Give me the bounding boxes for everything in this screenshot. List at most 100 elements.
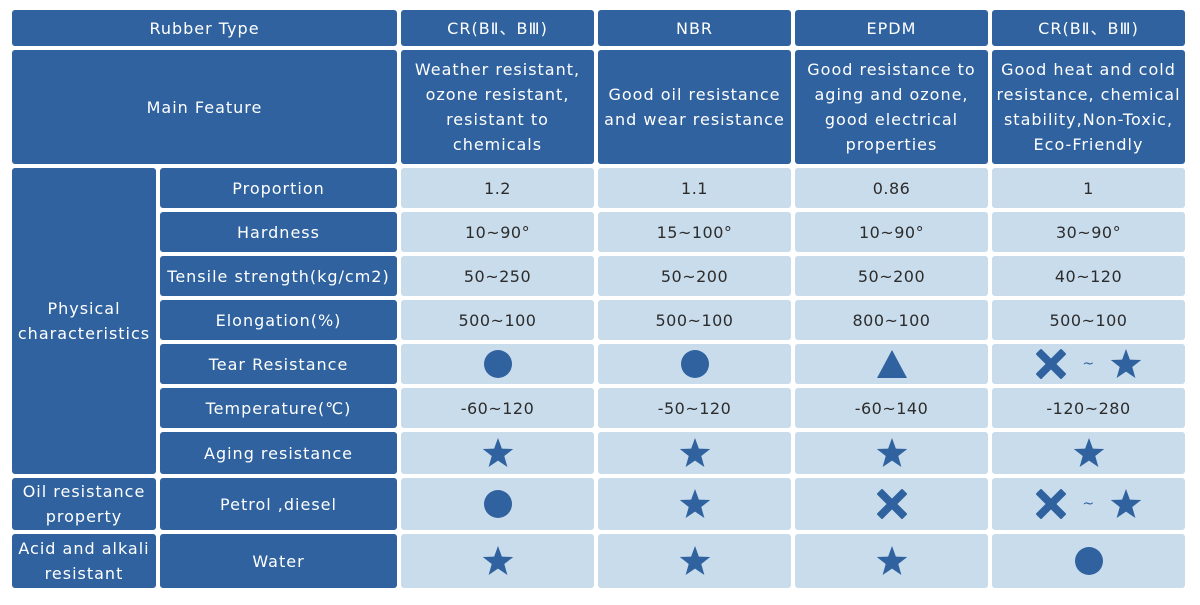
table-cell: 800~100 — [795, 300, 988, 340]
star-icon — [876, 546, 907, 575]
main-feature-epdm: Good resistance to aging and ozone, good… — [795, 50, 988, 164]
table-cell: 0.86 — [795, 168, 988, 208]
table-cell: 40~120 — [992, 256, 1185, 296]
row-label-aging-resistance: Aging resistance — [160, 432, 397, 474]
symbol-slot — [481, 544, 515, 578]
triangle-icon — [876, 350, 907, 378]
table-cell: ~ — [992, 344, 1185, 384]
table-cell: -50~120 — [598, 388, 791, 428]
table-cell — [795, 344, 988, 384]
cell-value: 10~90° — [464, 222, 531, 242]
table-cell — [795, 534, 988, 588]
row-label: Petrol ,diesel — [220, 494, 337, 514]
symbol-slot — [875, 347, 909, 381]
row-label: Tear Resistance — [208, 354, 349, 374]
table-cell: 1.1 — [598, 168, 791, 208]
main-feature-header: Main Feature — [12, 50, 397, 164]
row-label: Temperature(℃) — [205, 398, 352, 418]
table-cell: 500~100 — [401, 300, 594, 340]
row-label-petrol-diesel: Petrol ,diesel — [160, 478, 397, 530]
tilde-separator: ~ — [1082, 496, 1095, 512]
table-cell: -60~120 — [401, 388, 594, 428]
table-cell: 500~100 — [598, 300, 791, 340]
cell-value: 500~100 — [655, 310, 734, 330]
main-feature-nbr: Good oil resistance and wear resistance — [598, 50, 791, 164]
column-header-cr-2: CR(BⅡ、BⅢ) — [992, 10, 1185, 46]
column-header-epdm: EPDM — [795, 10, 988, 46]
row-label: Elongation(%) — [215, 310, 342, 330]
cell-value: 50~200 — [857, 266, 926, 286]
rubber-type-header: Rubber Type — [12, 10, 397, 46]
main-feature-text: Good resistance to aging and ozone, good… — [807, 60, 976, 154]
table-cell — [795, 432, 988, 474]
cell-value: 500~100 — [458, 310, 537, 330]
symbol-slot — [678, 487, 712, 521]
table-cell: 30~90° — [992, 212, 1185, 252]
table-cell — [992, 534, 1185, 588]
group-label: Acid and alkali resistant — [18, 539, 150, 583]
star-icon — [1073, 438, 1104, 467]
row-label-tensile-strength: Tensile strength(kg/cm2) — [160, 256, 397, 296]
symbol-slot — [678, 347, 712, 381]
main-feature-text: Good heat and cold resistance, chemical … — [996, 60, 1181, 154]
star-icon — [876, 438, 907, 467]
star-icon — [482, 546, 513, 575]
circle-icon — [483, 490, 512, 518]
column-header-cr-1: CR(BⅡ、BⅢ) — [401, 10, 594, 46]
cell-value: -60~140 — [854, 398, 929, 418]
group-acid-alkali: Acid and alkali resistant — [12, 534, 156, 588]
cell-value: 800~100 — [852, 310, 931, 330]
cell-value: 1.2 — [484, 178, 511, 198]
table-cell — [992, 432, 1185, 474]
table-cell — [401, 478, 594, 530]
circle-icon — [680, 350, 709, 378]
rubber-type-label: Rubber Type — [149, 18, 260, 38]
table-cell — [598, 344, 791, 384]
table-cell — [795, 478, 988, 530]
cell-value: -120~280 — [1046, 398, 1131, 418]
star-icon — [679, 546, 710, 575]
cell-value: 10~90° — [858, 222, 925, 242]
cross-icon — [1036, 489, 1067, 519]
row-label-proportion: Proportion — [160, 168, 397, 208]
cell-value: 1.1 — [681, 178, 708, 198]
group-oil-resistance: Oil resistance property — [12, 478, 156, 530]
star-icon — [482, 438, 513, 467]
table-cell: -120~280 — [992, 388, 1185, 428]
table-cell — [598, 432, 791, 474]
row-label-tear-resistance: Tear Resistance — [160, 344, 397, 384]
symbol-slot — [678, 436, 712, 470]
star-icon — [1110, 489, 1141, 518]
row-label-hardness: Hardness — [160, 212, 397, 252]
cell-value: -50~120 — [657, 398, 732, 418]
star-icon — [679, 489, 710, 518]
table-cell: 50~200 — [795, 256, 988, 296]
cell-value: 0.86 — [872, 178, 911, 198]
row-label-temperature: Temperature(℃) — [160, 388, 397, 428]
cell-value: 500~100 — [1049, 310, 1128, 330]
symbol-slot — [875, 487, 909, 521]
star-icon — [1110, 349, 1141, 378]
column-header-label: NBR — [675, 18, 714, 38]
row-label: Proportion — [232, 178, 325, 198]
row-label: Hardness — [237, 222, 320, 242]
row-label-water: Water — [160, 534, 397, 588]
cell-value: -60~120 — [460, 398, 535, 418]
row-label: Tensile strength(kg/cm2) — [167, 266, 390, 286]
circle-icon — [1074, 547, 1103, 575]
symbol-slot — [875, 436, 909, 470]
symbol-slot: ~ — [1034, 487, 1142, 521]
symbol-slot — [678, 544, 712, 578]
table-cell: 15~100° — [598, 212, 791, 252]
table-cell: 1 — [992, 168, 1185, 208]
group-physical-characteristics: Physical characteristics — [12, 168, 156, 474]
main-feature-text: Weather resistant, ozone resistant, resi… — [414, 60, 581, 154]
symbol-slot: ~ — [1034, 347, 1142, 381]
symbol-slot — [481, 436, 515, 470]
main-feature-label: Main Feature — [146, 97, 263, 117]
main-feature-text: Good oil resistance and wear resistance — [604, 85, 785, 129]
table-cell — [401, 432, 594, 474]
table-cell: -60~140 — [795, 388, 988, 428]
table-cell: 10~90° — [795, 212, 988, 252]
row-label: Aging resistance — [204, 443, 353, 463]
